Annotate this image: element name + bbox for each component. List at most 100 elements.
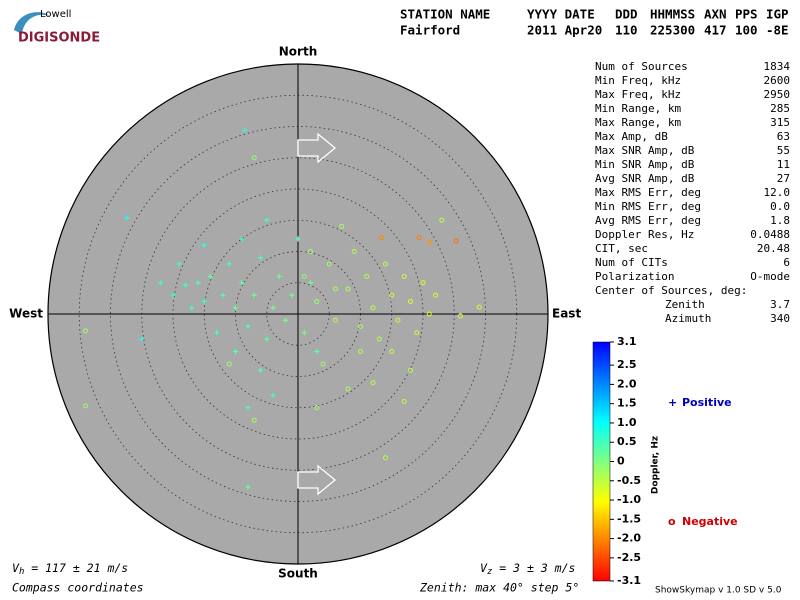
source-positive bbox=[308, 280, 313, 286]
source-negative bbox=[345, 386, 351, 392]
source-positive bbox=[158, 280, 163, 286]
source-negative bbox=[301, 274, 307, 279]
logo-bottom: DIGISONDE bbox=[18, 31, 100, 46]
stat-label: Max Range, km bbox=[595, 116, 681, 129]
source-negative bbox=[83, 403, 88, 409]
colorbar-tick-label: 1.0 bbox=[617, 416, 637, 429]
logo-top: Lowell bbox=[40, 9, 71, 20]
coords-note: Compass coordinates bbox=[12, 581, 144, 595]
source-positive bbox=[233, 349, 238, 354]
colorbar-tick-label: 0 bbox=[617, 455, 625, 468]
source-positive bbox=[264, 336, 270, 342]
source-positive bbox=[264, 217, 270, 223]
source-negative bbox=[401, 399, 407, 404]
source-negative bbox=[427, 239, 433, 245]
colorbar bbox=[592, 341, 611, 582]
header-value: 225300 bbox=[650, 23, 695, 38]
stat-label: Min SNR Amp, dB bbox=[595, 158, 695, 171]
source-negative bbox=[408, 299, 413, 304]
source-negative bbox=[345, 286, 351, 292]
source-positive bbox=[242, 127, 248, 133]
source-positive bbox=[239, 280, 245, 286]
stat-value: 55 bbox=[777, 144, 790, 157]
stat-label: Max RMS Err, deg bbox=[595, 186, 701, 199]
source-negative bbox=[383, 455, 388, 461]
stat-label: Avg RMS Err, deg bbox=[595, 214, 701, 227]
stat-value: 2600 bbox=[764, 74, 791, 87]
source-positive bbox=[251, 292, 257, 298]
stat-label: Num of Sources bbox=[595, 60, 688, 73]
source-positive bbox=[176, 261, 182, 267]
colorbar-tick-label: 2.0 bbox=[617, 377, 637, 390]
header-value: Fairford bbox=[400, 23, 460, 38]
stat-value: 12.0 bbox=[764, 186, 791, 199]
colorbar-tick-label: 1.5 bbox=[617, 397, 637, 410]
source-positive bbox=[124, 215, 130, 221]
north-label: North bbox=[279, 45, 317, 59]
legend-label: Negative bbox=[682, 515, 738, 528]
header-label: AXN bbox=[704, 7, 727, 22]
colorbar-tick-label: 0.5 bbox=[617, 435, 637, 448]
stat-label: Max SNR Amp, dB bbox=[595, 144, 695, 157]
source-positive bbox=[183, 282, 188, 288]
source-positive bbox=[170, 292, 176, 298]
header-value: -8E bbox=[766, 23, 789, 38]
source-positive bbox=[201, 242, 207, 248]
source-negative bbox=[364, 274, 370, 279]
center-label: Azimuth bbox=[665, 312, 711, 325]
header-label: DDD bbox=[615, 7, 638, 22]
legend-label: Positive bbox=[682, 396, 732, 409]
drift-arrow bbox=[297, 464, 337, 496]
source-negative bbox=[333, 286, 338, 292]
source-negative bbox=[416, 235, 422, 241]
stat-value: 2950 bbox=[764, 88, 791, 101]
stat-label: Min Range, km bbox=[595, 102, 681, 115]
stat-label: Doppler Res, Hz bbox=[595, 228, 694, 241]
source-positive bbox=[295, 236, 301, 242]
colorbar-tick-label: -0.5 bbox=[617, 474, 641, 487]
source-positive bbox=[208, 274, 213, 279]
header-value: 100 bbox=[735, 23, 758, 38]
source-negative bbox=[401, 274, 407, 279]
source-positive bbox=[245, 484, 251, 490]
source-negative bbox=[414, 330, 420, 336]
stat-value: 1834 bbox=[764, 60, 791, 73]
stat-value: 63 bbox=[777, 130, 790, 143]
source-positive bbox=[239, 236, 245, 242]
source-negative bbox=[379, 235, 385, 241]
source-positive bbox=[258, 255, 263, 261]
version: ShowSkymap v 1.0 SD v 5.0 bbox=[655, 586, 782, 596]
stat-label: Avg SNR Amp, dB bbox=[595, 172, 695, 185]
source-negative bbox=[420, 280, 426, 286]
source-negative bbox=[439, 217, 445, 223]
header-label: YYYY DATE bbox=[527, 7, 595, 22]
stat-label: Max Amp, dB bbox=[595, 130, 668, 143]
source-positive bbox=[245, 405, 251, 411]
source-negative bbox=[83, 328, 88, 334]
source-negative bbox=[251, 155, 257, 161]
header-label: STATION NAME bbox=[400, 7, 490, 22]
header-label: HHMMSS bbox=[650, 7, 695, 22]
source-negative bbox=[389, 349, 395, 354]
source-negative bbox=[370, 305, 376, 311]
source-positive bbox=[214, 330, 220, 336]
center-label: Zenith bbox=[665, 298, 705, 311]
legend-symbol: o bbox=[668, 515, 676, 528]
source-negative bbox=[226, 361, 232, 367]
source-positive bbox=[245, 324, 251, 329]
header-value: 2011 Apr20 bbox=[527, 23, 602, 38]
stat-value: O-mode bbox=[750, 270, 790, 283]
source-positive bbox=[283, 317, 288, 323]
stat-value: 11 bbox=[777, 158, 790, 171]
colorbar-title: Doppler, Hz bbox=[651, 436, 661, 494]
source-positive bbox=[233, 305, 238, 311]
source-positive bbox=[201, 299, 207, 304]
vz-text: Vz = 3 ± 3 m/s bbox=[480, 561, 576, 577]
header-value: 110 bbox=[615, 23, 638, 38]
header-value: 417 bbox=[704, 23, 727, 38]
source-negative bbox=[308, 249, 313, 254]
center-title: Center of Sources, deg: bbox=[595, 284, 747, 297]
source-negative bbox=[314, 299, 320, 304]
source-positive bbox=[189, 305, 195, 311]
source-positive bbox=[301, 330, 307, 336]
